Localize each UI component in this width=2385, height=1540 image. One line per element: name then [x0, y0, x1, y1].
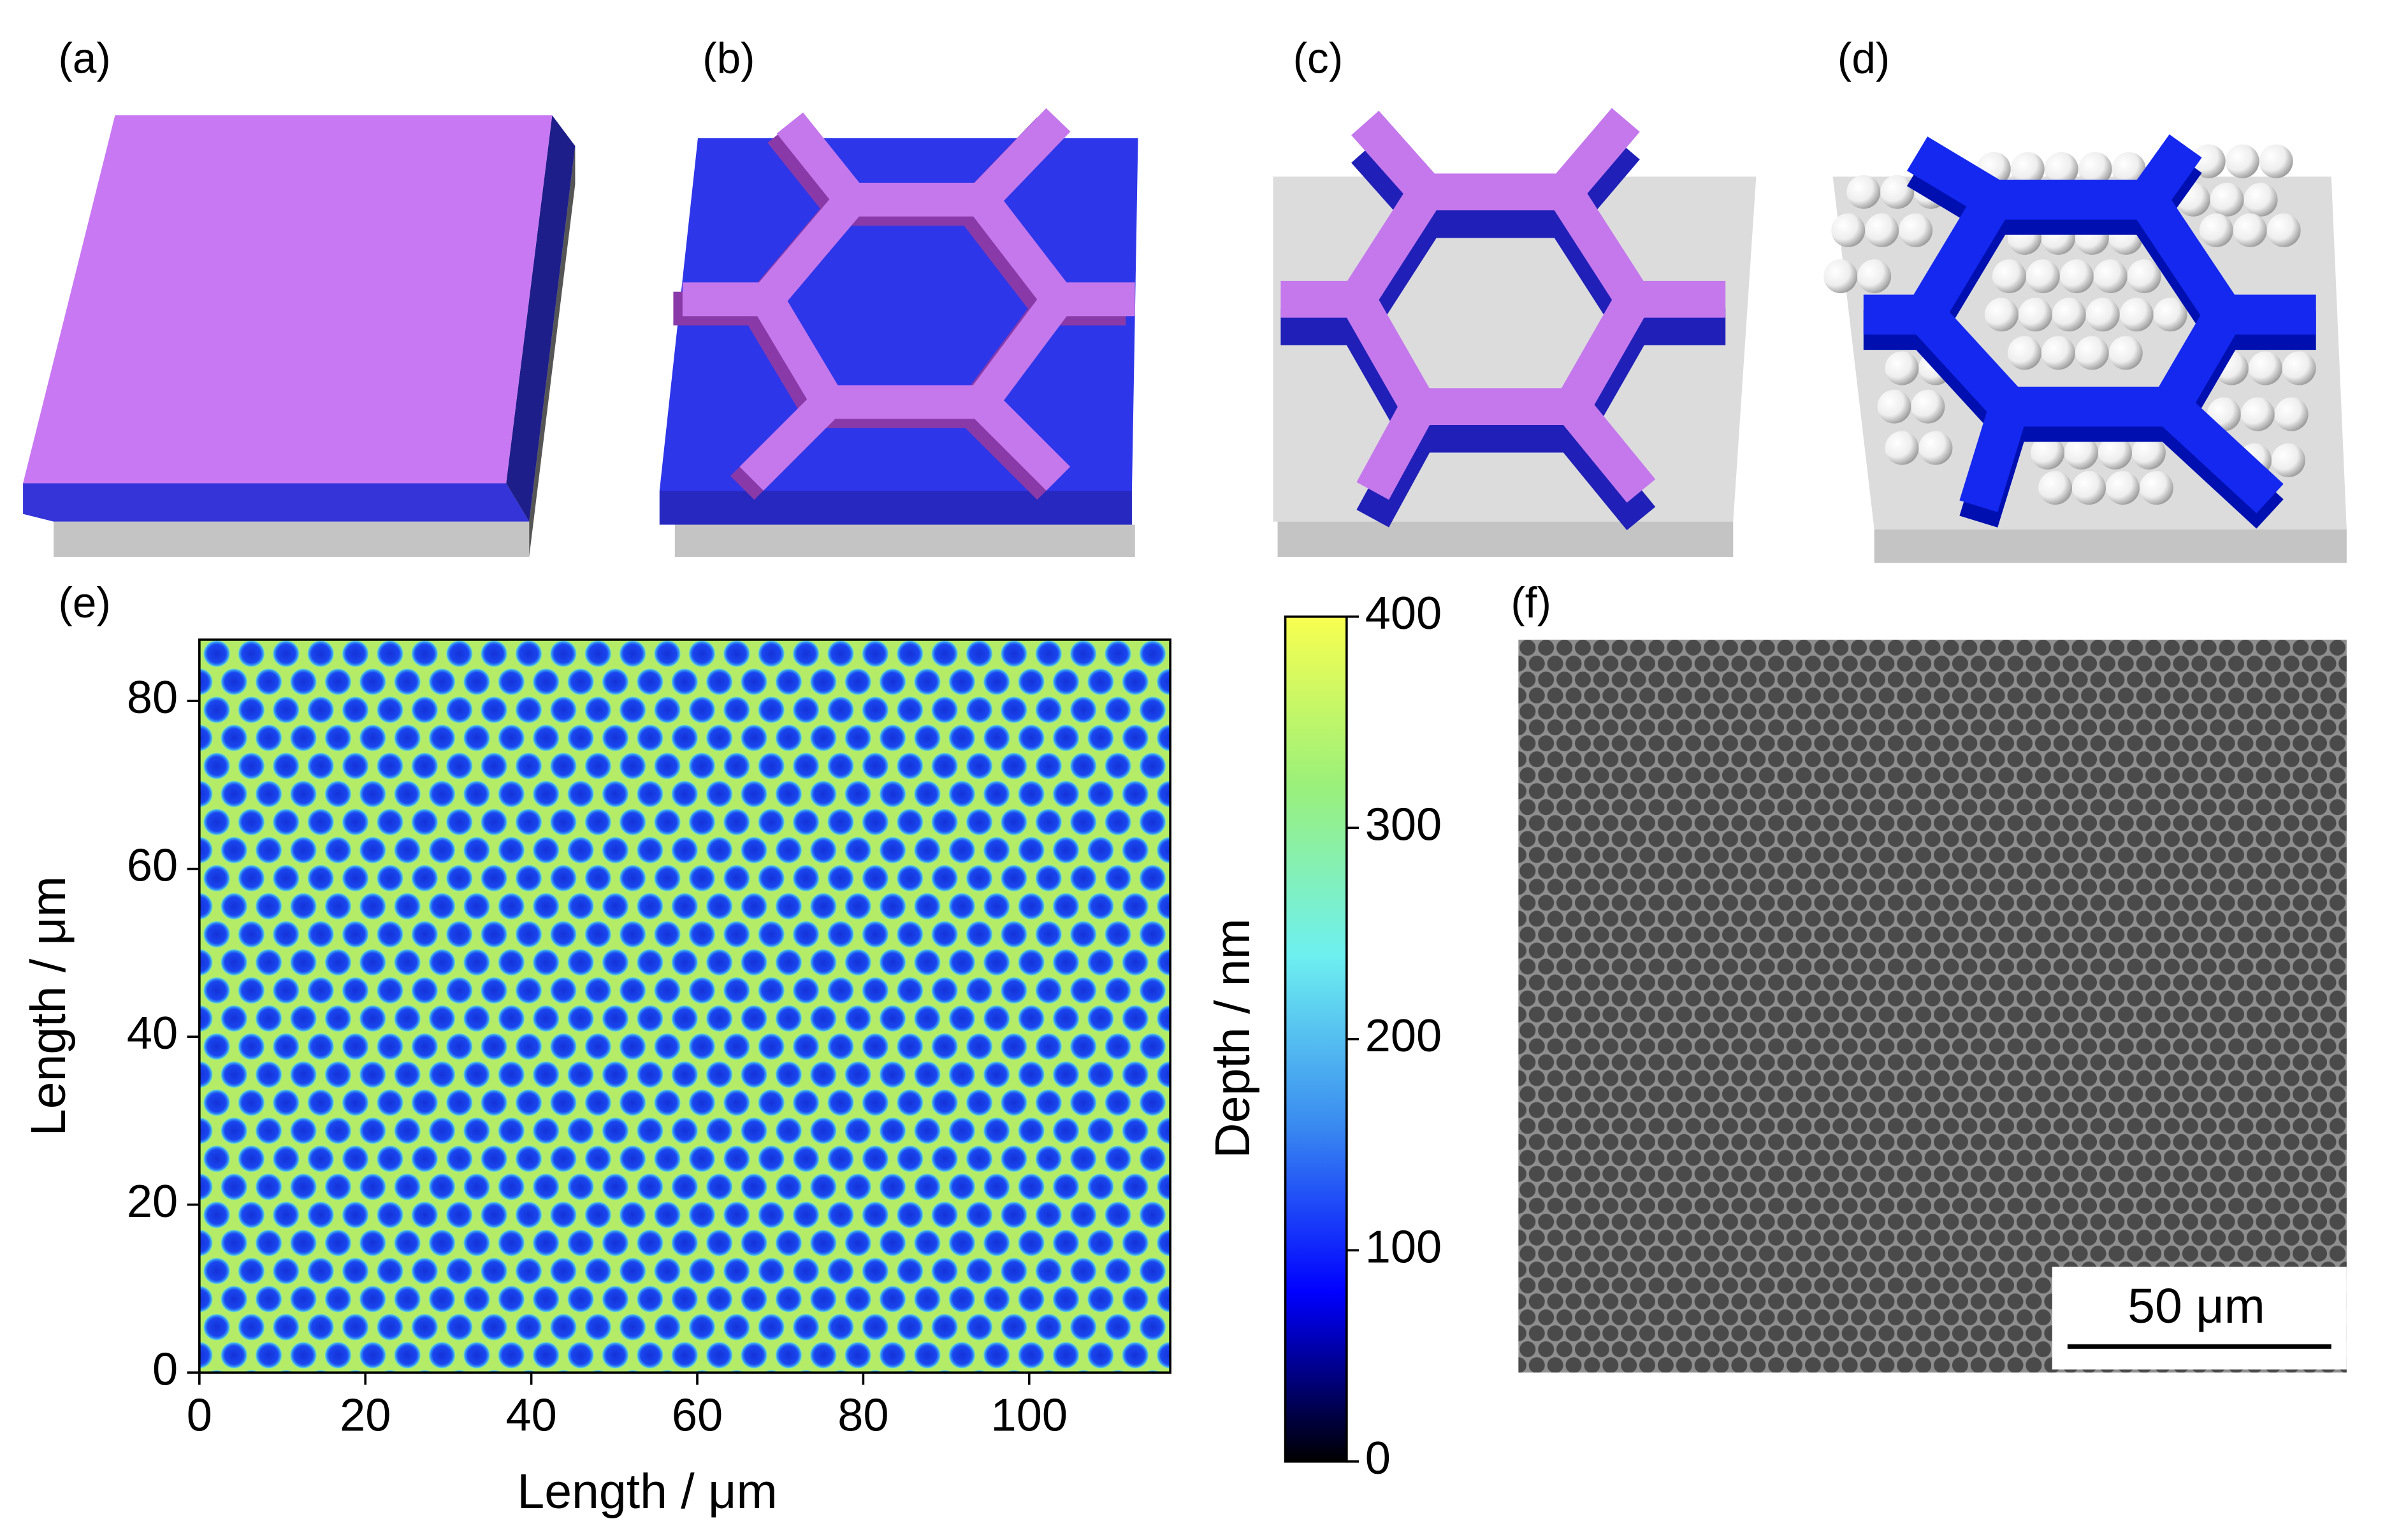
sphere — [2052, 298, 2086, 332]
y-tick-label: 40 — [127, 1008, 178, 1059]
sphere — [2106, 471, 2140, 505]
sphere — [1911, 389, 1945, 424]
sphere — [2093, 259, 2128, 294]
sphere — [2041, 336, 2075, 370]
sphere — [2044, 152, 2078, 186]
y-tick-label: 80 — [127, 672, 178, 723]
sphere — [2072, 471, 2106, 505]
sphere — [2210, 182, 2244, 217]
sphere — [1823, 259, 1858, 294]
x-axis-label: Length / μm — [517, 1464, 777, 1519]
sphere — [1846, 175, 1881, 209]
x-tick-label: 40 — [505, 1390, 556, 1441]
sem-image — [1518, 639, 2347, 1373]
sphere — [1992, 259, 2026, 294]
colorbar-tick-label: 0 — [1365, 1433, 1391, 1484]
x-tick-label: 0 — [187, 1390, 212, 1441]
sphere — [2131, 435, 2166, 470]
sphere — [2127, 259, 2161, 294]
sphere — [2153, 298, 2187, 332]
sphere — [2064, 435, 2098, 470]
sphere — [2259, 144, 2293, 178]
y-tick-label: 60 — [127, 840, 178, 891]
illustration-c — [1273, 108, 1757, 558]
sphere — [2008, 336, 2041, 370]
sphere — [2119, 298, 2154, 332]
x-tick-label: 80 — [837, 1390, 888, 1441]
sphere — [1880, 175, 1915, 209]
colorbar-tick-label: 100 — [1365, 1221, 1442, 1272]
x-tick-label: 60 — [672, 1390, 723, 1441]
sphere — [2266, 213, 2301, 247]
sphere — [2191, 144, 2226, 178]
panel-label: (d) — [1838, 35, 1890, 83]
colorbar-tick-label: 400 — [1365, 588, 1442, 639]
sphere — [2244, 182, 2278, 217]
y-axis-label: Length / μm — [21, 876, 76, 1136]
sphere — [2139, 471, 2173, 505]
illustration-a — [23, 115, 576, 558]
sphere — [2271, 443, 2305, 477]
panel-label: (b) — [702, 35, 755, 83]
sphere — [2233, 213, 2267, 247]
sphere — [2112, 152, 2146, 186]
sphere — [2199, 213, 2233, 247]
sphere — [2059, 259, 2094, 294]
scale-bar-box — [2052, 1267, 2347, 1370]
illustration-b — [659, 108, 1138, 558]
sphere — [1877, 389, 1911, 424]
sphere — [2274, 397, 2309, 431]
sphere — [2038, 471, 2073, 505]
x-tick-label: 20 — [340, 1390, 391, 1441]
sphere — [2282, 351, 2316, 385]
sphere — [1857, 259, 1892, 294]
y-tick-label: 20 — [127, 1176, 178, 1227]
sphere — [2075, 336, 2109, 370]
sphere — [2240, 397, 2275, 431]
heatmap-image — [199, 639, 1171, 1373]
sphere — [1885, 351, 1919, 385]
sphere — [2225, 144, 2259, 178]
sphere — [1865, 213, 1899, 247]
sphere — [2098, 435, 2132, 470]
colorbar-label: Depth / nm — [1205, 918, 1260, 1158]
illustration-d-frame — [1863, 134, 2316, 529]
sphere — [2108, 336, 2143, 370]
panel-label: (c) — [1293, 35, 1344, 83]
sphere — [2031, 435, 2065, 470]
colorbar-tick-label: 300 — [1365, 799, 1442, 850]
sphere — [2085, 298, 2120, 332]
y-tick-label: 0 — [152, 1344, 178, 1395]
colorbar-tick-label: 200 — [1365, 1011, 1442, 1061]
sem-panel: 50 μm — [1518, 639, 2347, 1373]
scale-bar-label: 50 μm — [2128, 1279, 2265, 1334]
sphere — [1831, 213, 1866, 247]
panel-label: (a) — [58, 35, 110, 83]
sphere — [1899, 213, 1933, 247]
sphere — [2026, 259, 2060, 294]
sphere — [2248, 351, 2282, 385]
sphere — [2078, 152, 2112, 186]
sphere — [2010, 152, 2045, 186]
sphere — [1918, 431, 1953, 465]
colorbar — [1284, 615, 1348, 1463]
sphere — [1984, 298, 2019, 332]
panel-label: (f) — [1511, 579, 1551, 627]
x-tick-label: 100 — [991, 1390, 1068, 1441]
heatmap-panel: Length / μm Length / μm Depth / nm 0 20 40… — [21, 588, 1442, 1519]
sphere — [1885, 431, 1919, 465]
sphere — [2018, 298, 2052, 332]
plot-frame — [198, 638, 1171, 1374]
panel-label: (e) — [58, 579, 110, 627]
